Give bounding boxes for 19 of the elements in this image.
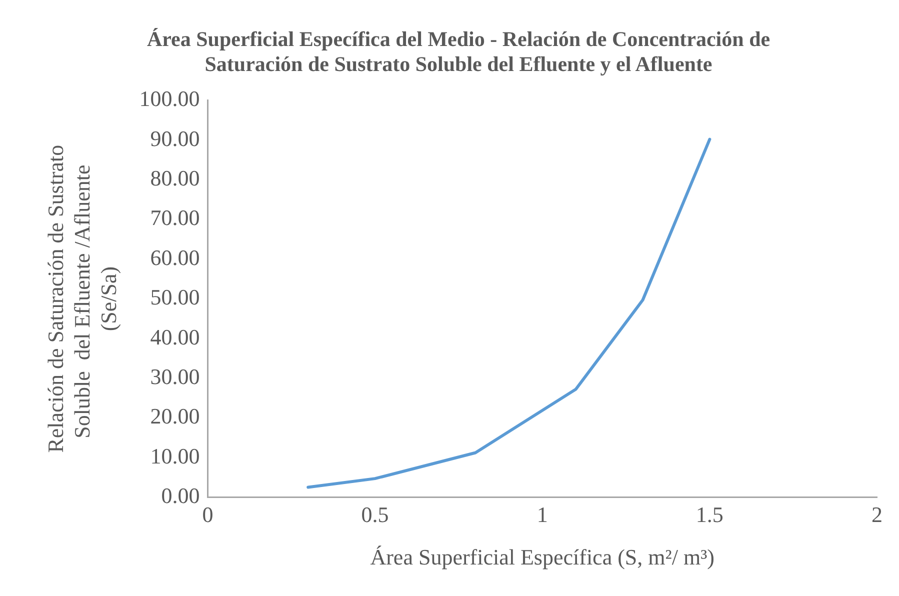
x-tick-label: 1.5 [696,502,724,528]
chart-title: Área Superficial Específica del Medio - Relación de Concentración de Saturación de Sustrato Soluble del Efluente y el Afluente [146,27,770,76]
y-axis-title: Relación de Saturación de Sustrato Soluble del Efluente /Afluente (Se/Sa) [42,144,121,453]
x-tick-label: 1 [536,502,548,528]
y-tick-label: 60.00 [150,244,200,270]
x-axis-title: Área Superficial Específica (S, m²/ m³) [370,544,714,570]
x-tick-label: 0 [202,502,214,528]
y-tick-label: 100.00 [139,86,200,112]
x-tick-label: 2 [872,502,882,528]
y-tick-label: 40.00 [150,324,200,350]
y-tick-label: 10.00 [150,443,200,468]
x-tick-label: 0.5 [361,502,389,528]
y-tick-label: 50.00 [150,284,200,310]
y-tick-label: 90.00 [150,126,200,151]
y-tick-label: 30.00 [150,364,200,389]
y-tick-label: 70.00 [150,205,200,230]
y-tick-label: 0.00 [161,482,200,508]
y-tick-label: 80.00 [150,166,200,191]
y-tick-label: 20.00 [150,404,200,429]
